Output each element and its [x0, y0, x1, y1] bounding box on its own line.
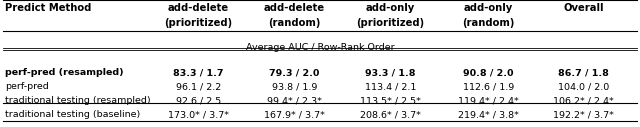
Text: 192.2* / 3.7*: 192.2* / 3.7*: [553, 110, 614, 119]
Text: add-only: add-only: [366, 3, 415, 13]
Text: add-delete: add-delete: [264, 3, 325, 13]
Text: 99.4* / 2.3*: 99.4* / 2.3*: [267, 96, 322, 105]
Text: 96.1 / 2.2: 96.1 / 2.2: [176, 82, 221, 91]
Text: 93.3 / 1.8: 93.3 / 1.8: [365, 68, 415, 77]
Text: traditional testing (baseline): traditional testing (baseline): [5, 110, 140, 119]
Text: 92.6 / 2.5: 92.6 / 2.5: [176, 96, 221, 105]
Text: (random): (random): [462, 18, 515, 28]
Text: Average AUC / Row-Rank Order: Average AUC / Row-Rank Order: [246, 43, 394, 52]
Text: 79.3 / 2.0: 79.3 / 2.0: [269, 68, 319, 77]
Text: (random): (random): [268, 18, 321, 28]
Text: Predict Method: Predict Method: [5, 3, 92, 13]
Text: 90.8 / 2.0: 90.8 / 2.0: [463, 68, 513, 77]
Text: (prioritized): (prioritized): [164, 18, 232, 28]
Text: 112.6 / 1.9: 112.6 / 1.9: [463, 82, 514, 91]
Text: 219.4* / 3.8*: 219.4* / 3.8*: [458, 110, 519, 119]
Text: 167.9* / 3.7*: 167.9* / 3.7*: [264, 110, 325, 119]
Text: 83.3 / 1.7: 83.3 / 1.7: [173, 68, 223, 77]
Text: 119.4* / 2.4*: 119.4* / 2.4*: [458, 96, 518, 105]
Text: 93.8 / 1.9: 93.8 / 1.9: [272, 82, 317, 91]
Text: perf-pred: perf-pred: [5, 82, 49, 91]
Text: (prioritized): (prioritized): [356, 18, 424, 28]
Text: traditional testing (resampled): traditional testing (resampled): [5, 96, 151, 105]
Text: 86.7 / 1.8: 86.7 / 1.8: [558, 68, 609, 77]
Text: 104.0 / 2.0: 104.0 / 2.0: [558, 82, 609, 91]
Text: 173.0* / 3.7*: 173.0* / 3.7*: [168, 110, 229, 119]
Text: add-only: add-only: [464, 3, 513, 13]
Text: 113.5* / 2.5*: 113.5* / 2.5*: [360, 96, 421, 105]
Text: 208.6* / 3.7*: 208.6* / 3.7*: [360, 110, 421, 119]
Text: 113.4 / 2.1: 113.4 / 2.1: [365, 82, 416, 91]
Text: perf-pred (resampled): perf-pred (resampled): [5, 68, 124, 77]
Text: 106.2* / 2.4*: 106.2* / 2.4*: [554, 96, 614, 105]
Text: add-delete: add-delete: [168, 3, 229, 13]
Text: Overall: Overall: [563, 3, 604, 13]
